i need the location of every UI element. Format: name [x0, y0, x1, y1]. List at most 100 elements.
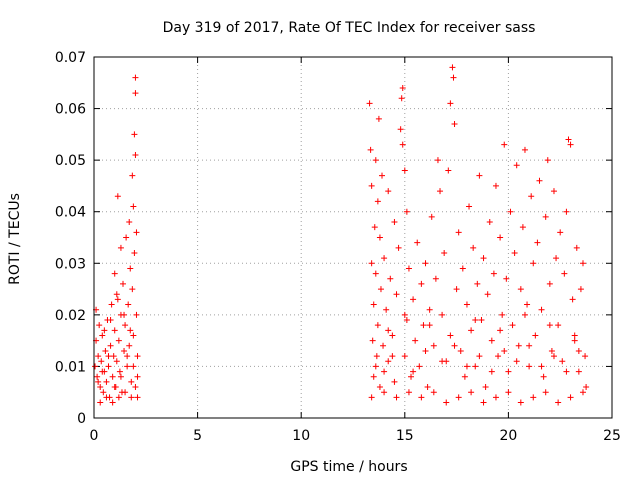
data-point — [459, 265, 466, 272]
data-point — [420, 322, 427, 329]
data-point — [131, 249, 138, 256]
data-point — [542, 213, 549, 220]
x-tick-label: 20 — [499, 428, 517, 444]
data-point — [579, 260, 586, 267]
data-point — [439, 358, 446, 365]
y-tick-label: 0.04 — [55, 205, 86, 221]
data-point — [526, 363, 533, 370]
data-point — [100, 389, 107, 396]
data-point — [453, 286, 460, 293]
data-point — [113, 291, 120, 298]
data-point — [94, 373, 101, 380]
data-point — [410, 296, 417, 303]
data-point — [441, 249, 448, 256]
data-point — [116, 368, 123, 375]
data-point — [129, 286, 136, 293]
data-point — [567, 141, 574, 148]
data-point — [434, 157, 441, 164]
y-tick-label: 0.03 — [55, 256, 86, 272]
data-point — [455, 394, 462, 401]
data-point — [542, 389, 549, 396]
data-point — [565, 136, 572, 143]
data-point — [410, 368, 417, 375]
x-tick-label: 0 — [90, 428, 99, 444]
data-point — [111, 384, 118, 391]
data-point — [128, 394, 135, 401]
data-point — [122, 322, 129, 329]
data-point — [517, 399, 524, 406]
data-point — [129, 172, 136, 179]
data-point — [573, 244, 580, 251]
data-point — [538, 363, 545, 370]
data-point — [530, 260, 537, 267]
data-point — [133, 229, 140, 236]
data-point — [121, 347, 128, 354]
data-point — [509, 322, 516, 329]
data-point — [470, 244, 477, 251]
x-tick-label: 15 — [396, 428, 414, 444]
data-point — [468, 389, 475, 396]
data-point — [563, 368, 570, 375]
data-point — [575, 347, 582, 354]
data-point — [99, 368, 106, 375]
data-point — [379, 172, 386, 179]
data-point — [567, 394, 574, 401]
data-point — [468, 327, 475, 334]
data-point — [488, 337, 495, 344]
data-point — [102, 347, 109, 354]
data-point — [133, 311, 140, 318]
data-point — [121, 311, 128, 318]
data-point — [463, 363, 470, 370]
data-point — [403, 208, 410, 215]
data-point — [513, 162, 520, 169]
data-point — [401, 311, 408, 318]
data-point — [466, 203, 473, 210]
data-point — [387, 275, 394, 282]
data-point — [463, 301, 470, 308]
data-point — [108, 301, 115, 308]
data-point — [107, 342, 114, 349]
data-point — [544, 157, 551, 164]
data-point — [480, 399, 487, 406]
data-point — [447, 100, 454, 107]
data-point — [532, 332, 539, 339]
data-point — [92, 363, 99, 370]
y-axis-label: ROTI / TECUs — [7, 193, 23, 285]
data-point — [366, 100, 373, 107]
data-point — [101, 327, 108, 334]
data-point — [447, 332, 454, 339]
data-point — [398, 95, 405, 102]
data-point — [478, 317, 485, 324]
data-point — [450, 74, 457, 81]
data-point — [457, 347, 464, 354]
data-point — [391, 219, 398, 226]
data-point — [381, 368, 388, 375]
data-point — [107, 317, 114, 324]
data-point — [484, 291, 491, 298]
data-point — [445, 167, 452, 174]
data-point — [393, 291, 400, 298]
data-point — [124, 353, 131, 360]
data-point — [497, 327, 504, 334]
data-point — [563, 208, 570, 215]
data-point — [114, 193, 121, 200]
data-point — [115, 337, 122, 344]
data-point — [582, 353, 589, 360]
data-point — [422, 260, 429, 267]
data-point — [369, 337, 376, 344]
data-point — [534, 239, 541, 246]
data-point — [430, 342, 437, 349]
data-point — [132, 90, 139, 97]
data-point — [385, 327, 392, 334]
data-point — [521, 146, 528, 153]
data-point — [399, 141, 406, 148]
data-point — [130, 332, 137, 339]
data-point — [472, 363, 479, 370]
data-point — [134, 394, 141, 401]
data-point — [130, 363, 137, 370]
data-point — [97, 399, 104, 406]
data-point — [113, 358, 120, 365]
data-point — [381, 389, 388, 396]
data-point — [385, 358, 392, 365]
data-point — [117, 244, 124, 251]
